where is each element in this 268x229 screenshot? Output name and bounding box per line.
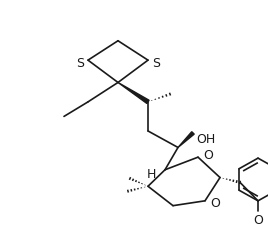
Text: O: O	[253, 214, 263, 227]
Text: H: H	[146, 168, 156, 181]
Polygon shape	[118, 82, 149, 104]
Text: O: O	[203, 149, 213, 162]
Text: S: S	[152, 57, 160, 70]
Polygon shape	[178, 132, 194, 147]
Text: OH: OH	[196, 133, 215, 146]
Text: S: S	[76, 57, 84, 70]
Text: O: O	[210, 197, 220, 210]
